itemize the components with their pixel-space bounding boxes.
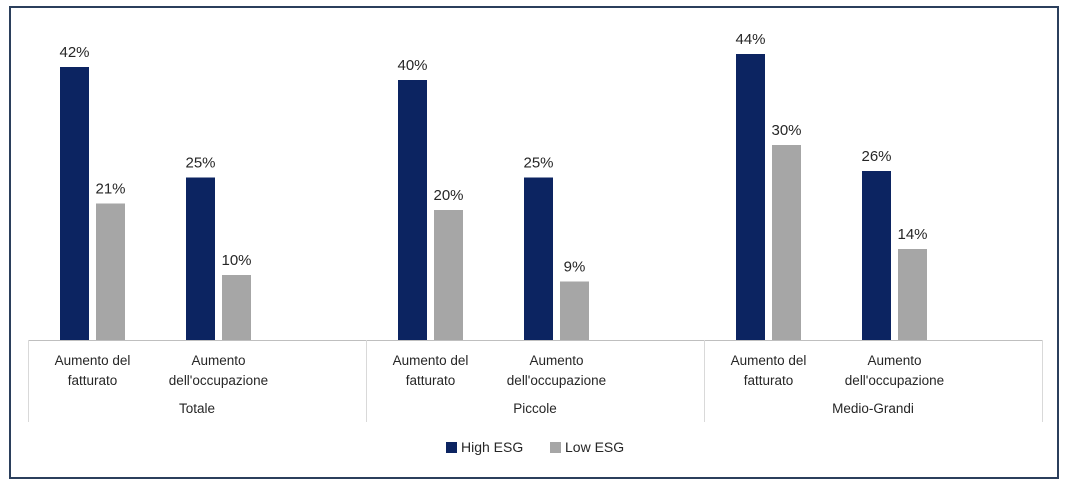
bar	[524, 177, 553, 340]
bar	[434, 210, 463, 340]
legend-label: Low ESG	[565, 439, 624, 455]
data-label: 14%	[897, 226, 927, 243]
bar	[222, 275, 251, 340]
bar	[560, 281, 589, 340]
data-label: 20%	[433, 187, 463, 204]
data-label: 25%	[185, 155, 215, 172]
data-label: 26%	[861, 148, 891, 165]
data-label: 25%	[523, 155, 553, 172]
category-tick-label: Aumento	[867, 353, 921, 368]
bar	[60, 67, 89, 340]
data-label: 42%	[59, 44, 89, 61]
group-tick-label: Totale	[179, 401, 215, 416]
category-tick-label: Aumento	[191, 353, 245, 368]
legend-swatch	[550, 442, 561, 453]
category-tick-label: dell'occupazione	[169, 373, 268, 388]
data-label: 10%	[221, 252, 251, 269]
category-tick-label: Aumento	[529, 353, 583, 368]
bar	[898, 249, 927, 340]
category-tick-label: dell'occupazione	[507, 373, 606, 388]
category-tick-label: Aumento del	[731, 353, 807, 368]
legend-label: High ESG	[461, 439, 523, 455]
data-label: 9%	[564, 259, 586, 276]
legend-swatch	[446, 442, 457, 453]
data-label: 30%	[771, 122, 801, 139]
category-tick-label: fatturato	[744, 373, 794, 388]
data-label: 21%	[95, 181, 125, 198]
data-label: 40%	[397, 57, 427, 74]
data-label: 44%	[735, 31, 765, 48]
group-tick-label: Piccole	[513, 401, 557, 416]
category-tick-label: fatturato	[406, 373, 456, 388]
group-tick-label: Medio-Grandi	[832, 401, 914, 416]
bar	[772, 145, 801, 340]
bar	[96, 203, 125, 340]
bar	[736, 54, 765, 340]
bar	[862, 171, 891, 340]
category-tick-label: Aumento del	[393, 353, 469, 368]
bar	[186, 177, 215, 340]
bar	[398, 80, 427, 340]
category-tick-label: fatturato	[68, 373, 118, 388]
category-tick-label: Aumento del	[55, 353, 131, 368]
category-tick-label: dell'occupazione	[845, 373, 944, 388]
